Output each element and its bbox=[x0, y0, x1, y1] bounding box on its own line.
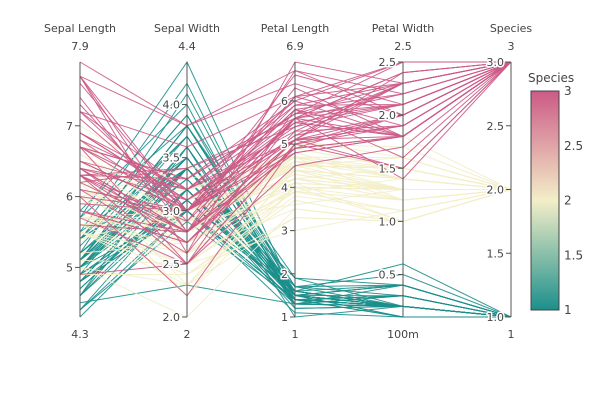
axis-4[interactable]: Species 3 11.0 1.5 2.0 2.5 3.0 bbox=[485, 22, 533, 341]
axis-tick-label: 4 bbox=[281, 181, 288, 194]
axis-tick-label: 3.0 bbox=[487, 56, 505, 69]
axis-range-min: 4.3 bbox=[71, 328, 89, 341]
axis-1[interactable]: Sepal Width 4.4 22.0 2.5 3.0 3.5 4.0 bbox=[154, 22, 220, 341]
axis-tick-label: 1.5 bbox=[379, 162, 397, 175]
axis-range-max: 3 bbox=[508, 40, 515, 53]
axis-2[interactable]: Petal Length 6.9 11 2 3 4 5 6 bbox=[261, 22, 330, 341]
colorbar: Species 1 1.5 2 2.5 3 bbox=[528, 71, 583, 317]
axis-tick-label: 2.0 bbox=[487, 184, 505, 197]
axis-0[interactable]: Sepal Length 7.9 4.3 5 6 7 bbox=[44, 22, 116, 341]
colorbar-tick-label: 1.5 bbox=[564, 248, 583, 262]
axis-tick-label: 5 bbox=[281, 138, 288, 151]
axis-range-min: 1 bbox=[508, 328, 515, 341]
colorbar-tick-label: 2.5 bbox=[564, 139, 583, 153]
axis-3[interactable]: Petal Width 2.5 100m 0.5 1.0 1.5 2.0 2.5 bbox=[372, 22, 435, 341]
axis-title: Sepal Width bbox=[154, 22, 220, 35]
colorbar-tick-label: 1 bbox=[564, 303, 572, 317]
axis-title: Species bbox=[490, 22, 533, 35]
axis-tick-label: 2.0 bbox=[379, 109, 397, 122]
colorbar-tick-label: 2 bbox=[564, 194, 572, 208]
colorbar-gradient bbox=[530, 90, 560, 311]
axis-tick-label: 3 bbox=[281, 225, 288, 238]
axis-range-min: 2 bbox=[184, 328, 191, 341]
axis-tick-label: 2 bbox=[281, 268, 288, 281]
axis-tick-label: 0.5 bbox=[379, 269, 397, 282]
axis-tick-label: 1 bbox=[281, 311, 288, 324]
axis-tick-label: 1.5 bbox=[487, 247, 505, 260]
colorbar-title: Species bbox=[528, 71, 574, 85]
axis-range-max: 7.9 bbox=[71, 40, 89, 53]
colorbar-tick-label: 3 bbox=[564, 84, 572, 98]
axis-tick-label: 3.0 bbox=[163, 205, 181, 218]
axis-tick-label: 1.0 bbox=[487, 311, 505, 324]
axis-range-max: 4.4 bbox=[178, 40, 196, 53]
axis-title: Petal Width bbox=[372, 22, 435, 35]
axis-tick-label: 6 bbox=[281, 95, 288, 108]
axis-tick-label: 1.0 bbox=[379, 215, 397, 228]
axis-tick-label: 6 bbox=[66, 191, 73, 204]
axis-tick-label: 2.0 bbox=[163, 311, 181, 324]
axis-range-min: 1 bbox=[292, 328, 299, 341]
axis-tick-label: 4.0 bbox=[163, 99, 181, 112]
axis-tick-label: 5 bbox=[66, 261, 73, 274]
axis-title: Sepal Length bbox=[44, 22, 116, 35]
axis-tick-label: 7 bbox=[66, 120, 73, 133]
axis-title: Petal Length bbox=[261, 22, 330, 35]
axis-range-max: 2.5 bbox=[394, 40, 412, 53]
axis-range-min: 100m bbox=[387, 328, 419, 341]
axis-range-max: 6.9 bbox=[286, 40, 304, 53]
axis-tick-label: 3.5 bbox=[163, 152, 181, 165]
axis-tick-label: 2.5 bbox=[379, 56, 397, 69]
axis-tick-label: 2.5 bbox=[163, 258, 181, 271]
axis-tick-label: 2.5 bbox=[487, 120, 505, 133]
